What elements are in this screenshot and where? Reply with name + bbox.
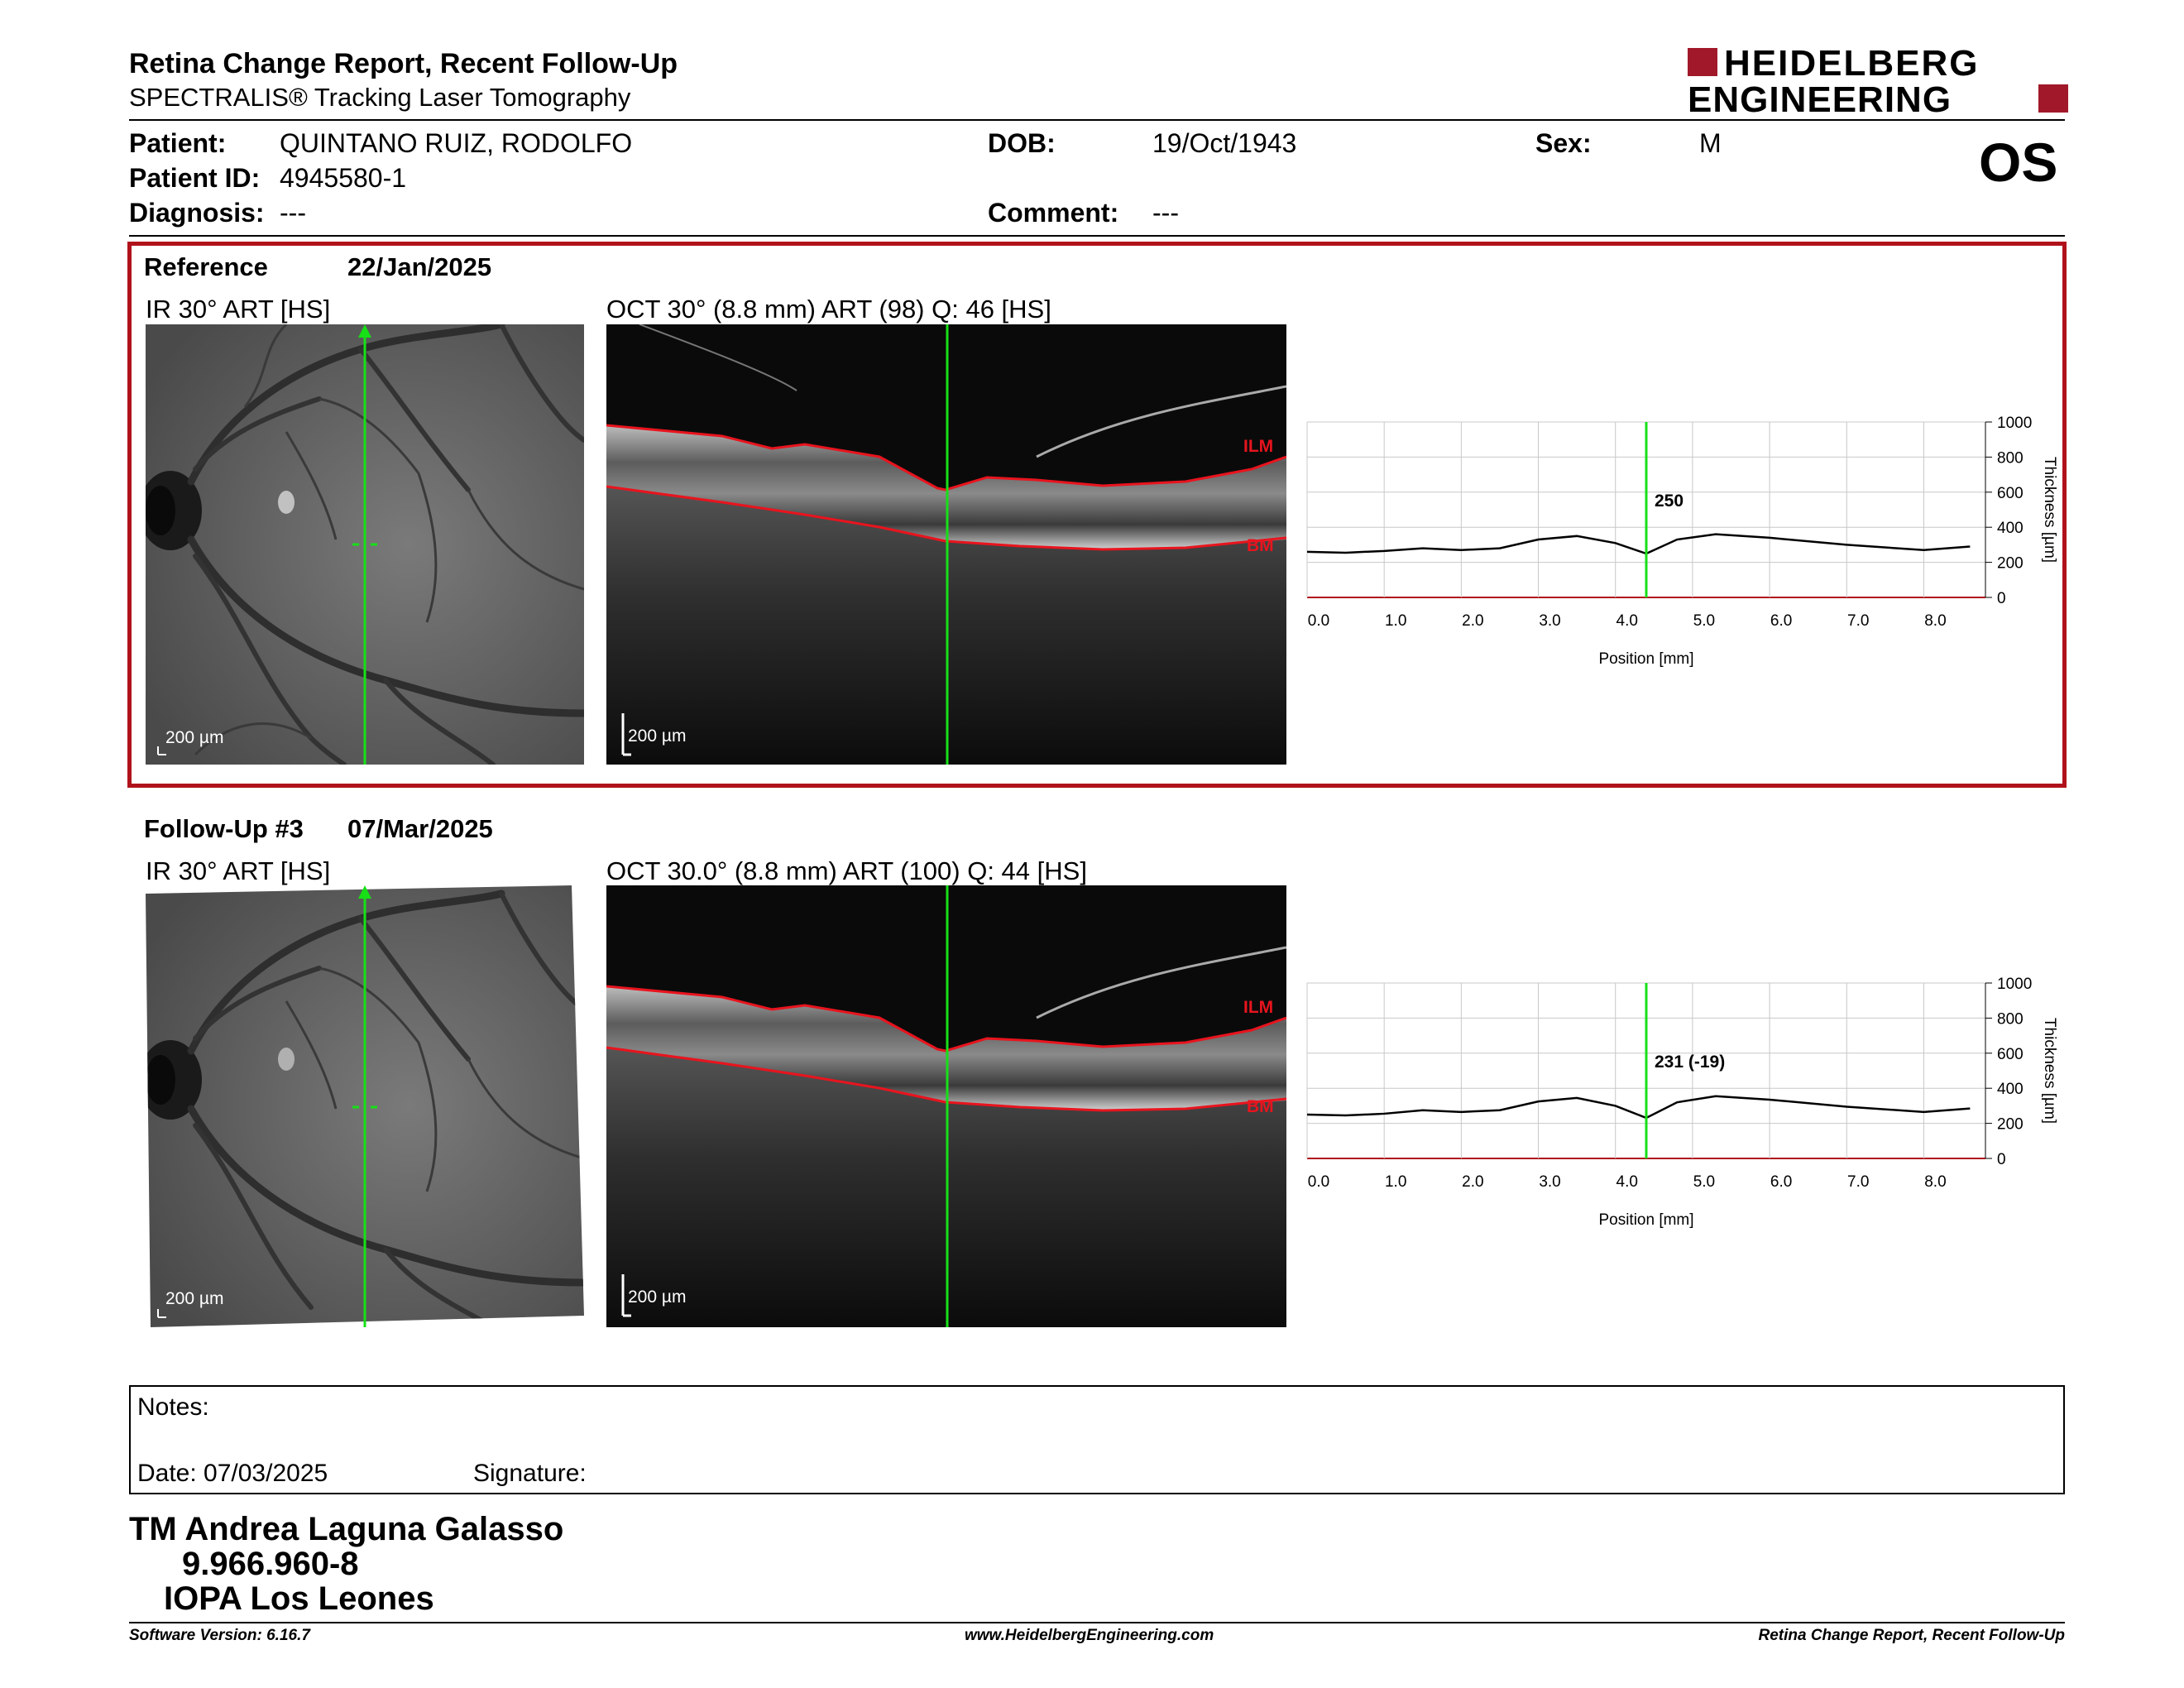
stamp-name: TM Andrea Laguna Galasso xyxy=(129,1511,564,1547)
report-title: Retina Change Report, Recent Follow-Up xyxy=(129,48,678,79)
notes-label: Notes: xyxy=(137,1393,209,1421)
patient-id: 4945580-1 xyxy=(280,163,407,193)
followup-oct-scale: 200 µm xyxy=(628,1288,687,1307)
reference-ir-title: IR 30° ART [HS] xyxy=(146,295,331,324)
heidelberg-logo: HEIDELBERG ENGINEERING xyxy=(1688,43,2068,120)
reference-oct-title: OCT 30° (8.8 mm) ART (98) Q: 46 [HS] xyxy=(606,295,1051,324)
y-tick-label: 1000 xyxy=(1997,415,2032,432)
y-tick-label: 0 xyxy=(1997,1151,2006,1168)
reference-thickness-chart: 0 200 400 600 800 1000 0.0 1.0 2.0 3.0 4.0 5.0 6.0 7.… xyxy=(1306,415,2058,668)
y-tick-label: 200 xyxy=(1997,555,2024,573)
sex-value: M xyxy=(1699,128,1722,158)
reference-ir-image: 200 µm xyxy=(146,324,584,765)
x-tick-label: 3.0 xyxy=(1539,1173,1560,1191)
eye-indicator: OS xyxy=(1979,132,2058,193)
x-tick-label: 4.0 xyxy=(1616,1173,1638,1191)
footer-website-link[interactable]: www.HeidelbergEngineering.com xyxy=(965,1627,1214,1644)
marker-value-label: 231 (-19) xyxy=(1655,1053,1725,1072)
x-tick-label: 0.0 xyxy=(1308,612,1329,630)
x-tick-label: 2.0 xyxy=(1462,1173,1483,1191)
followup-ir-scale: 200 µm xyxy=(165,1289,224,1308)
y-axis-label: Thickness [µm] xyxy=(2041,457,2058,563)
x-tick-label: 5.0 xyxy=(1693,1173,1715,1191)
marker-value-label: 250 xyxy=(1655,492,1684,511)
x-tick-label: 8.0 xyxy=(1924,612,1946,630)
x-tick-label: 1.0 xyxy=(1385,1173,1406,1191)
dob-value: 19/Oct/1943 xyxy=(1152,128,1297,158)
footer-report-name: Retina Change Report, Recent Follow-Up xyxy=(1758,1627,2065,1644)
comment-label: Comment: xyxy=(988,198,1119,228)
x-tick-label: 7.0 xyxy=(1847,1173,1869,1191)
patient-name: QUINTANO RUIZ, RODOLFO xyxy=(280,128,633,158)
comment-value: --- xyxy=(1152,198,1179,228)
y-tick-label: 1000 xyxy=(1997,976,2032,993)
followup-bm-label: BM xyxy=(1247,1097,1274,1116)
followup-oct-image: ILM BM 200 µm xyxy=(606,885,1286,1327)
x-axis-label: Position [mm] xyxy=(1598,650,1693,668)
signature-label: Signature: xyxy=(473,1460,587,1487)
stamp-id: 9.966.960-8 xyxy=(182,1546,359,1582)
y-tick-label: 800 xyxy=(1997,449,2024,467)
reference-date: 22/Jan/2025 xyxy=(347,252,492,281)
followup-ir-image: 200 µm xyxy=(146,885,584,1327)
x-axis-label: Position [mm] xyxy=(1598,1211,1693,1229)
x-tick-label: 3.0 xyxy=(1539,612,1560,630)
reference-ir-scale: 200 µm xyxy=(165,728,224,747)
followup-date: 07/Mar/2025 xyxy=(347,814,493,843)
thickness-series-line xyxy=(1306,533,1971,555)
reference-oct-scale: 200 µm xyxy=(628,727,687,746)
stamp-institution: IOPA Los Leones xyxy=(164,1580,434,1617)
x-tick-label: 0.0 xyxy=(1308,1173,1329,1191)
x-tick-label: 1.0 xyxy=(1385,612,1406,630)
diagnosis-value: --- xyxy=(280,198,306,228)
thickness-series-line xyxy=(1306,1095,1971,1120)
x-tick-label: 7.0 xyxy=(1847,612,1869,630)
sex-label: Sex: xyxy=(1535,128,1592,158)
notes-box: Notes: Date: 07/03/2025 Signature: xyxy=(129,1385,2065,1494)
reference-ilm-label: ILM xyxy=(1243,437,1274,456)
followup-ir-title: IR 30° ART [HS] xyxy=(146,856,331,885)
y-tick-label: 600 xyxy=(1997,485,2024,502)
patient-label: Patient: xyxy=(129,128,227,158)
x-tick-label: 6.0 xyxy=(1770,612,1792,630)
x-tick-label: 5.0 xyxy=(1693,612,1715,630)
diagnosis-label: Diagnosis: xyxy=(129,198,265,228)
y-tick-label: 0 xyxy=(1997,590,2006,607)
reference-frame xyxy=(127,242,2067,788)
notes-date: Date: 07/03/2025 xyxy=(137,1460,328,1487)
y-tick-label: 400 xyxy=(1997,1081,2024,1098)
y-tick-label: 800 xyxy=(1997,1010,2024,1028)
reference-label: Reference xyxy=(144,252,268,281)
x-tick-label: 8.0 xyxy=(1924,1173,1946,1191)
x-tick-label: 6.0 xyxy=(1770,1173,1792,1191)
x-tick-label: 4.0 xyxy=(1616,612,1638,630)
followup-label: Follow-Up #3 xyxy=(144,814,304,843)
footer-software-version: Software Version: 6.16.7 xyxy=(129,1627,310,1644)
x-tick-label: 2.0 xyxy=(1462,612,1483,630)
patient-id-label: Patient ID: xyxy=(129,163,261,193)
report-subtitle: SPECTRALIS® Tracking Laser Tomography xyxy=(129,83,631,112)
y-tick-label: 400 xyxy=(1997,520,2024,537)
y-axis-label: Thickness [µm] xyxy=(2041,1018,2058,1124)
reference-oct-image: ILM BM 200 µm xyxy=(606,324,1286,765)
y-tick-label: 200 xyxy=(1997,1116,2024,1134)
followup-oct-title: OCT 30.0° (8.8 mm) ART (100) Q: 44 [HS] xyxy=(606,856,1087,885)
reference-bm-label: BM xyxy=(1247,536,1274,555)
y-tick-label: 600 xyxy=(1997,1046,2024,1063)
followup-thickness-chart: 0 200 400 600 800 1000 0.0 1.0 2.0 3.0 4.0 5.0 6.0 7.… xyxy=(1306,976,2058,1229)
dob-label: DOB: xyxy=(988,128,1056,158)
followup-ilm-label: ILM xyxy=(1243,998,1274,1017)
